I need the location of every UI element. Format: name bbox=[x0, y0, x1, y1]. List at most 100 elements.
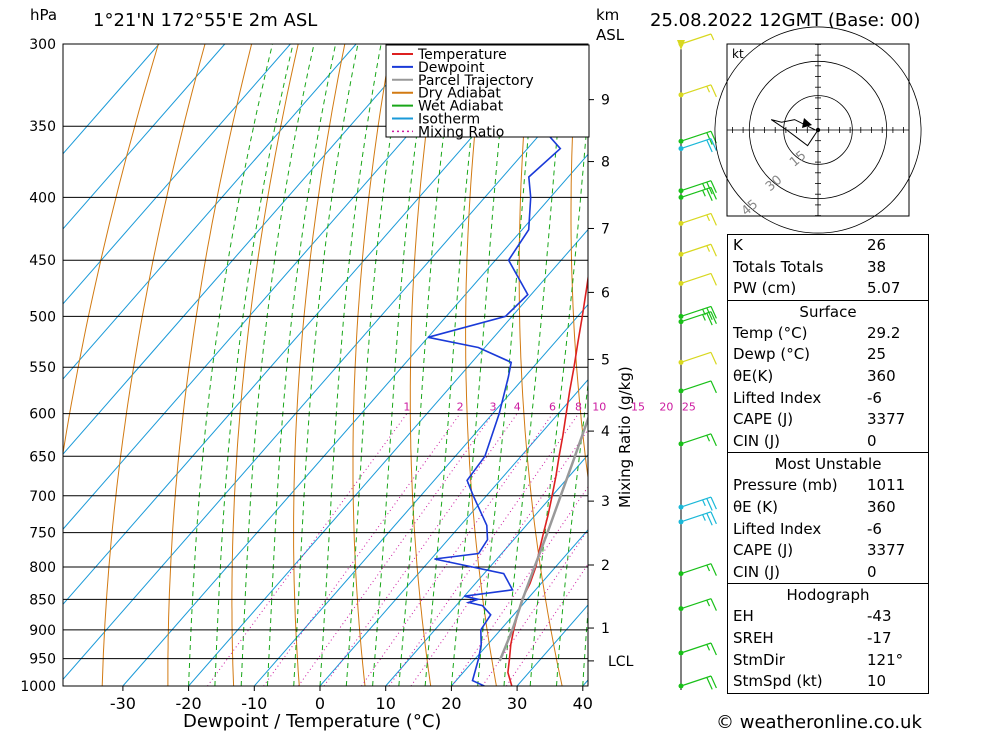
wet-adiabat-line bbox=[450, 44, 510, 686]
wet-adiabat-line bbox=[319, 44, 382, 686]
wind-barb-flag bbox=[702, 514, 706, 521]
wind-barb-flag bbox=[710, 138, 717, 151]
wind-barb-flag bbox=[710, 598, 717, 611]
wind-barb-staff bbox=[680, 33, 712, 45]
pressure-tick-label: 700 bbox=[29, 489, 56, 505]
isotherm-line bbox=[385, 454, 588, 686]
height-tick-label: 7 bbox=[601, 221, 610, 237]
surface-value: 29.2 bbox=[867, 323, 901, 342]
hodograph-origin bbox=[815, 127, 821, 133]
wind-barb-dot bbox=[678, 251, 684, 257]
surface-label: Dewp (°C) bbox=[733, 345, 811, 364]
wind-barb-staff bbox=[680, 130, 712, 142]
wind-barb-flag bbox=[706, 599, 711, 607]
isotherm-line bbox=[122, 153, 588, 686]
pressure-tick-label: 600 bbox=[29, 407, 56, 423]
pressure-tick-label: 650 bbox=[29, 449, 56, 465]
wind-barb bbox=[678, 598, 717, 612]
location-title: 1°21'N 172°55'E 2m ASL bbox=[93, 10, 317, 31]
index-label: PW (cm) bbox=[733, 279, 797, 298]
mixing-ratio-line bbox=[297, 413, 494, 686]
dry-adiabat-line bbox=[352, 44, 392, 686]
wind-barb-flag bbox=[702, 314, 706, 321]
legend-label: Temperature bbox=[417, 47, 507, 63]
mu-value: 0 bbox=[867, 562, 877, 581]
wind-barb-staff bbox=[680, 642, 712, 654]
index-label: Totals Totals bbox=[733, 257, 824, 276]
x-tick-label: -30 bbox=[110, 694, 136, 713]
isotherm-line bbox=[63, 44, 357, 380]
mu-row: CAPE (J) 3377 bbox=[728, 540, 928, 562]
surface-value: 25 bbox=[867, 345, 887, 364]
hpa-label: hPa bbox=[30, 6, 57, 24]
hodo-value: -17 bbox=[867, 628, 892, 647]
legend-label: Mixing Ratio bbox=[418, 124, 504, 140]
surface-value: 3377 bbox=[867, 410, 906, 429]
wind-barb-staff bbox=[680, 180, 712, 192]
mixing-ratio-label: 2 bbox=[457, 401, 464, 414]
height-tick-label: 4 bbox=[601, 424, 610, 440]
wet-adiabat-line bbox=[214, 44, 294, 686]
wind-barb-flag bbox=[710, 563, 717, 576]
isotherm-line bbox=[63, 44, 226, 230]
km-label: km bbox=[596, 6, 619, 24]
hodo-label: StmDir bbox=[733, 650, 785, 669]
wet-adiabat-line bbox=[266, 44, 337, 686]
surface-label: CIN (J) bbox=[733, 431, 781, 450]
x-axis-title: Dewpoint / Temperature (°C) bbox=[183, 711, 441, 732]
index-value: 26 bbox=[867, 236, 887, 254]
wind-barb-flag bbox=[710, 380, 717, 394]
hodo-label: EH bbox=[733, 607, 754, 626]
wet-adiabat-line bbox=[372, 44, 431, 686]
wind-barb-flag bbox=[706, 564, 711, 572]
isotherm-line bbox=[63, 44, 423, 455]
surface-label: Temp (°C) bbox=[733, 323, 808, 342]
dry-adiabat-line bbox=[950, 44, 1000, 686]
wind-barb-staff bbox=[680, 598, 712, 610]
mu-value: 3377 bbox=[867, 541, 906, 560]
wind-barb-flag bbox=[710, 33, 715, 41]
wind-barb-flag bbox=[706, 312, 713, 326]
wind-barb-flag bbox=[710, 244, 717, 257]
copyright-text: © weatheronline.co.uk bbox=[716, 712, 922, 733]
wind-barb-flag bbox=[706, 644, 711, 651]
mu-row: Lifted Index -6 bbox=[728, 519, 928, 541]
wind-barb-staff bbox=[680, 380, 712, 392]
height-tick-label: 1 bbox=[601, 621, 610, 637]
most-unstable-title: Most Unstable bbox=[774, 455, 882, 474]
surface-value: 360 bbox=[867, 366, 896, 385]
wind-barbs bbox=[677, 33, 717, 690]
wind-barb-flag bbox=[710, 273, 717, 286]
wind-barb bbox=[678, 138, 717, 153]
pressure-tick-label: 400 bbox=[29, 190, 56, 206]
legend-label: Parcel Trajectory bbox=[418, 73, 534, 89]
wind-barb-flag bbox=[706, 245, 711, 252]
wind-barb-flag bbox=[702, 189, 706, 197]
wind-barb-flag bbox=[706, 434, 711, 442]
mixing-ratio-label: 4 bbox=[514, 401, 521, 414]
surface-row: Temp (°C) 29.2 bbox=[728, 323, 928, 345]
mixing-ratio-label: 8 bbox=[575, 401, 582, 414]
index-row-pw: PW (cm) 5.07 bbox=[728, 278, 928, 300]
hodo-row: StmSpd (kt) 10 bbox=[728, 671, 928, 693]
legend-label: Wet Adiabat bbox=[418, 99, 504, 115]
dry-adiabat-line bbox=[570, 44, 588, 482]
x-tick-label: 10 bbox=[376, 694, 396, 713]
x-tick-label: -20 bbox=[176, 694, 202, 713]
wind-barb bbox=[678, 496, 717, 511]
legend-label: Dewpoint bbox=[418, 60, 485, 76]
legend-label: Isotherm bbox=[418, 112, 480, 128]
mu-label: Pressure (mb) bbox=[733, 476, 838, 495]
isotherm-line bbox=[63, 44, 488, 530]
wind-barb-staff bbox=[680, 84, 712, 96]
height-tick-label: 6 bbox=[601, 285, 610, 301]
mixing-ratio-label: 10 bbox=[592, 401, 606, 414]
wind-barb-flag bbox=[710, 306, 717, 319]
index-value: 5.07 bbox=[867, 279, 901, 298]
sounding-curves bbox=[427, 44, 588, 686]
mixing-ratio-labels: 1 2 3 4 6 8 10 15 20 25 bbox=[403, 401, 696, 414]
wind-barb-flag bbox=[710, 642, 717, 656]
hodo-value: 121° bbox=[867, 650, 904, 669]
wind-barb-flag bbox=[710, 84, 717, 98]
